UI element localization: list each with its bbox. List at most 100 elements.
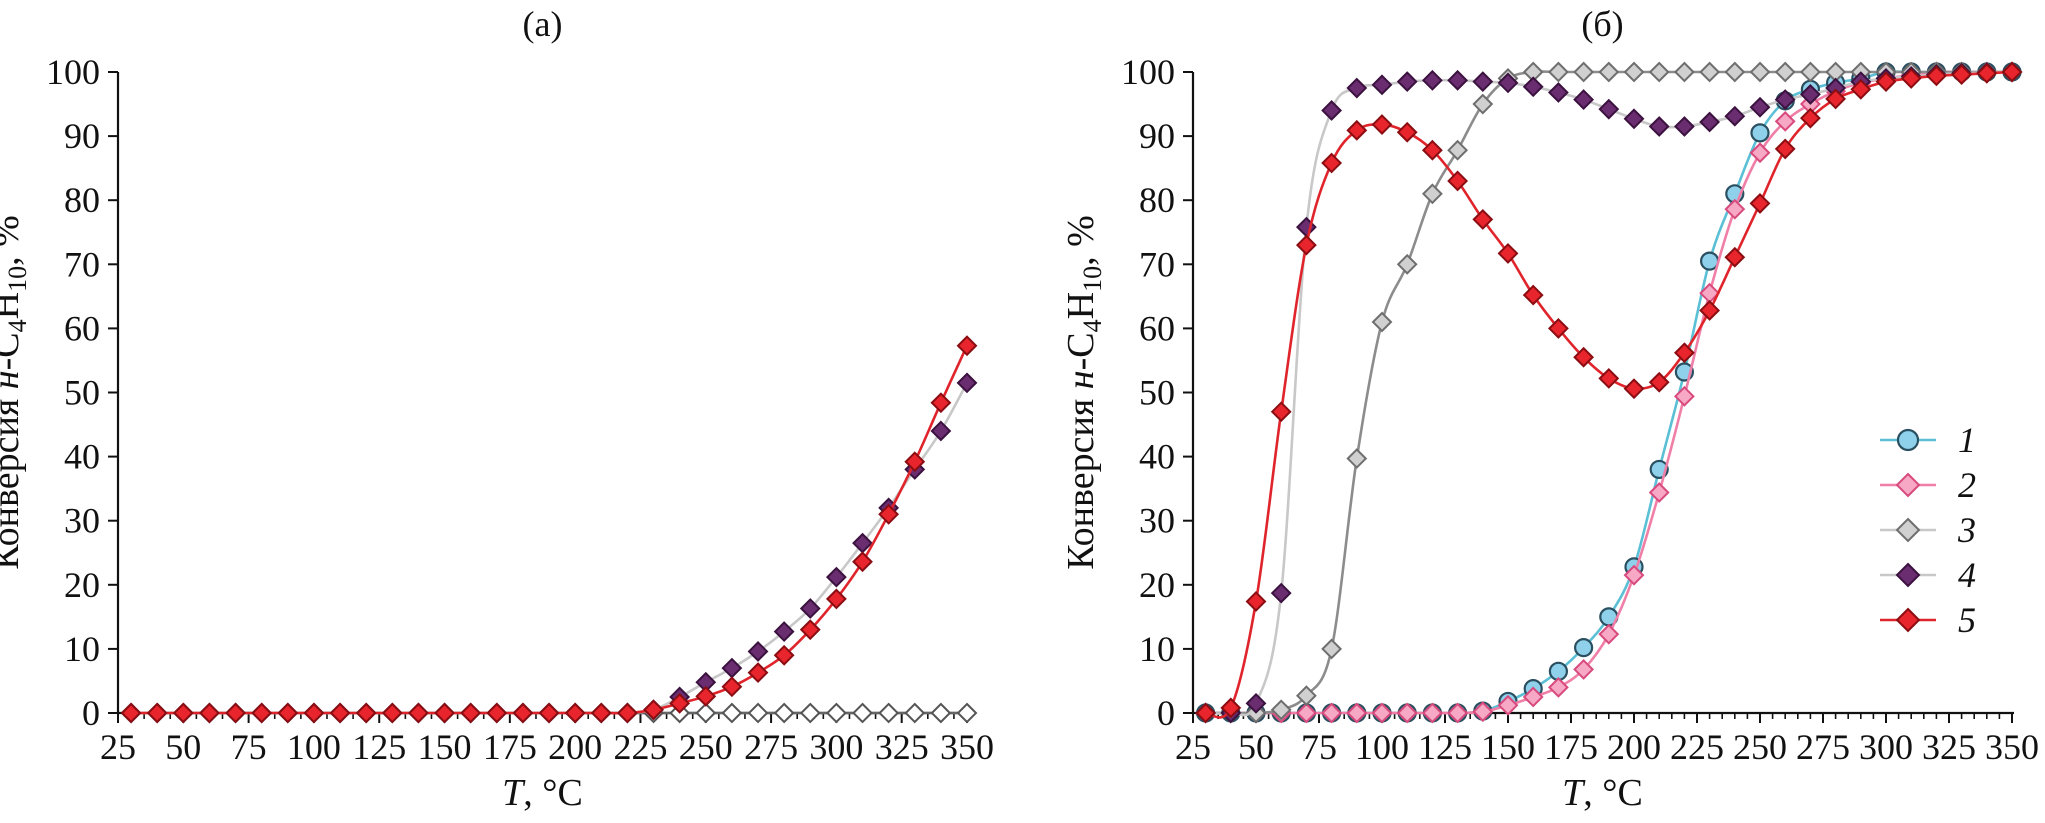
data-point-series-5 [956, 335, 978, 357]
data-point-series-3 [1547, 61, 1569, 83]
legend-label: 1 [1958, 420, 1976, 460]
x-tick-label: 200 [548, 727, 602, 767]
y-tick-label: 20 [1139, 565, 1175, 605]
data-point-series-4 [721, 657, 743, 679]
data-point-series-5 [1749, 192, 1771, 214]
x-tick-label: 275 [744, 727, 798, 767]
data-point-series-4 [1497, 72, 1519, 94]
data-point-series-5 [355, 702, 377, 724]
data-point-series-5 [1497, 242, 1519, 264]
data-point-series-3 [1321, 638, 1343, 660]
data-point-series-5 [1774, 138, 1796, 160]
data-point-series-4 [747, 641, 769, 662]
data-point-series-5 [1799, 107, 1821, 129]
series-line-4 [131, 382, 969, 715]
x-tick-label: 350 [1985, 727, 2039, 767]
data-point-series-5 [1371, 114, 1393, 135]
x-tick-label: 175 [1544, 727, 1598, 767]
data-point-series-3 [1699, 61, 1721, 83]
data-point-series-5 [643, 699, 664, 721]
x-tick-label: 325 [875, 727, 929, 767]
data-point-series-5 [1396, 121, 1418, 143]
data-point-series-2 [1447, 702, 1469, 724]
legend-entry-5: 5 [1880, 600, 1976, 640]
data-point-series-5 [1875, 71, 1897, 93]
data-point-series-5 [904, 451, 926, 473]
data-point-series-5 [1346, 119, 1368, 141]
data-point-series-3 [825, 702, 847, 724]
y-tick-label: 80 [64, 180, 100, 220]
data-point-series-5 [825, 588, 847, 610]
x-tick-label: 50 [1238, 727, 1274, 767]
data-point-series-3 [1472, 93, 1494, 115]
x-tick-label: 75 [1301, 727, 1337, 767]
x-tick-label: 300 [809, 727, 863, 767]
data-point-series-4 [1321, 100, 1343, 121]
data-point-series-4 [1724, 105, 1746, 127]
x-tick-label: 125 [352, 727, 406, 767]
legend-entry-1: 1 [1880, 420, 1976, 460]
panel-title: (б) [1581, 4, 1623, 44]
x-tick-label: 50 [165, 727, 201, 767]
y-tick-label: 0 [1157, 693, 1175, 733]
x-tick-label: 75 [231, 727, 267, 767]
data-point-series-5 [1522, 284, 1544, 306]
data-point-series-4 [1346, 77, 1368, 99]
x-tick-label: 125 [1418, 727, 1472, 767]
y-tick-label: 70 [64, 244, 100, 284]
x-tick-label: 25 [1175, 727, 1211, 767]
data-point-series-3 [1346, 448, 1368, 469]
data-point-series-5 [1925, 65, 1947, 87]
y-tick-label: 0 [82, 693, 100, 733]
data-point-series-2 [1295, 702, 1317, 724]
y-tick-label: 90 [1139, 116, 1175, 156]
data-point-series-5 [434, 702, 455, 724]
data-point-series-4 [1573, 89, 1595, 110]
series-5 [1195, 61, 2023, 724]
data-point-series-3 [930, 702, 952, 724]
y-axis-label: Конверсия н-C4H10, % [0, 215, 32, 570]
data-point-series-5 [616, 702, 638, 724]
data-point-series-3 [1447, 139, 1469, 161]
data-point-series-3 [747, 702, 769, 724]
y-axis-label: Конверсия н-C4H10, % [1060, 215, 1107, 570]
data-point-series-5 [1623, 378, 1645, 400]
data-point-series-5 [1421, 139, 1443, 161]
data-point-series-4 [1472, 71, 1494, 93]
data-point-series-2 [1371, 702, 1393, 724]
data-point-series-4 [1673, 116, 1695, 137]
data-point-series-2 [1573, 658, 1595, 680]
series-1 [1195, 62, 2022, 723]
data-point-series-2 [1648, 482, 1670, 503]
data-point-series-5 [1976, 62, 1998, 84]
data-point-series-5 [1724, 246, 1746, 268]
data-point-series-4 [1774, 89, 1796, 110]
legend: 1 2 3 4 5 [1880, 420, 1976, 640]
legend-marker [1896, 428, 1920, 452]
legend-entry-4: 4 [1880, 555, 1976, 595]
x-tick-label: 250 [1733, 727, 1787, 767]
data-point-series-3 [956, 702, 978, 724]
x-tick-label: 25 [100, 727, 136, 767]
data-point-series-5 [538, 702, 560, 724]
legend-entry-3: 3 [1880, 510, 1976, 550]
data-point-series-5 [1699, 300, 1721, 321]
y-tick-label: 50 [64, 373, 100, 413]
data-point-series-5 [721, 676, 743, 698]
data-point-series-5 [1195, 702, 1217, 724]
x-tick-label: 300 [1859, 727, 1913, 767]
y-tick-label: 30 [1139, 501, 1175, 541]
data-point-series-2 [1472, 701, 1494, 723]
legend-label: 5 [1958, 600, 1976, 640]
legend-marker [1895, 517, 1921, 543]
data-point-series-3 [852, 702, 873, 724]
y-tick-label: 20 [64, 565, 100, 605]
x-axis-label: T, °C [1562, 772, 1643, 814]
data-point-series-5 [486, 702, 508, 724]
data-point-series-2 [1749, 142, 1771, 164]
data-point-series-4 [1270, 582, 1292, 604]
data-point-series-4 [956, 372, 978, 394]
legend-entry-2: 2 [1880, 465, 1976, 505]
data-point-series-3 [1724, 61, 1746, 83]
